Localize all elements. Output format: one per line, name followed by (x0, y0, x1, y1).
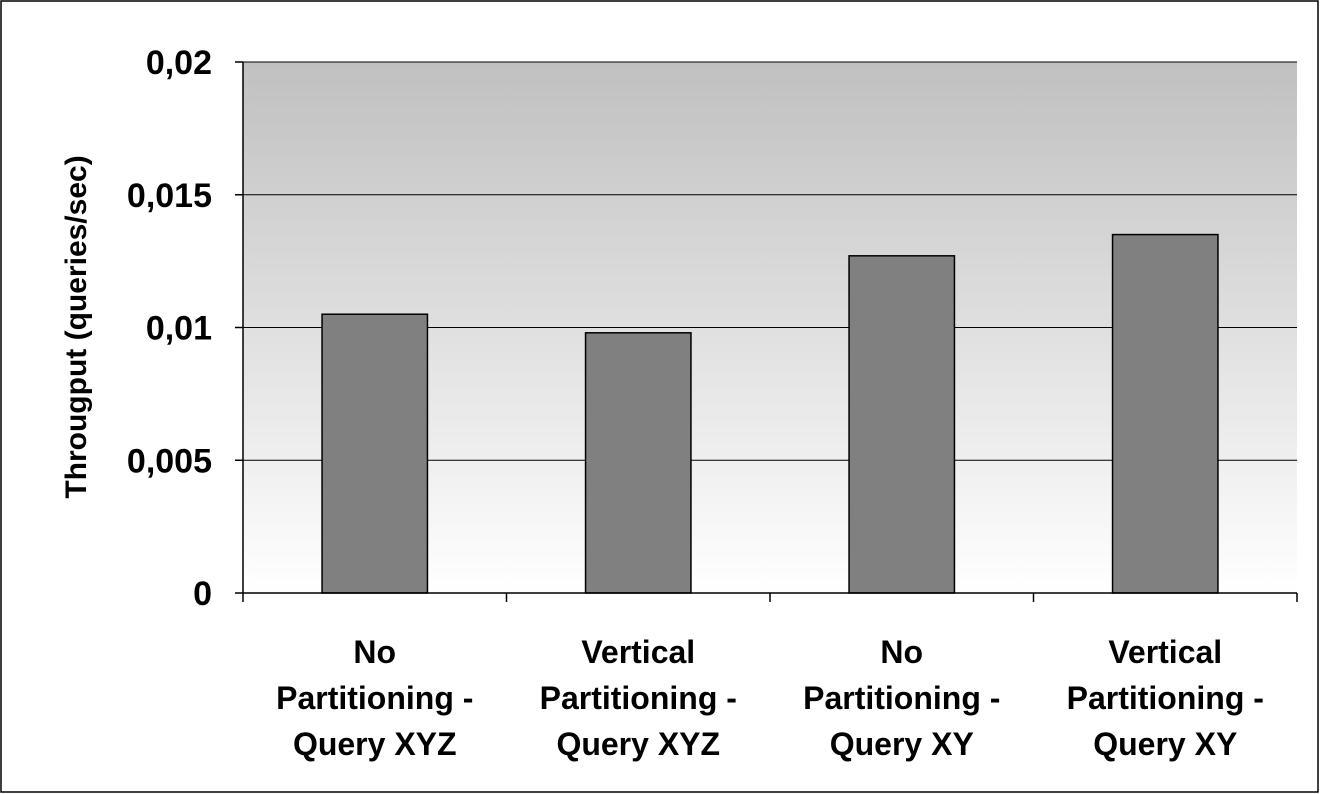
x-category-label: No Partitioning -Query XYZ (276, 634, 473, 762)
y-tick-label: 0,005 (127, 442, 212, 480)
y-tick-label: 0 (193, 575, 212, 613)
x-category-labels: No Partitioning -Query XYZ Vertical Partiti… (276, 634, 1264, 762)
bar (321, 313, 429, 594)
y-tick-labels: 0 0,005 0,01 0,015 0,02 (127, 44, 212, 613)
x-category-label: No Partitioning -Query XY (803, 634, 1000, 762)
bar (1111, 233, 1219, 594)
bar (584, 332, 692, 594)
bars (321, 233, 1219, 594)
axes (235, 61, 1298, 602)
y-tick-label: 0,02 (146, 44, 212, 82)
y-tick-label: 0,015 (127, 177, 212, 215)
y-tick-label: 0,01 (146, 310, 212, 348)
bar (848, 255, 956, 594)
x-category-label: Vertical Partitioning -Query XYZ (540, 634, 737, 762)
y-axis-title: Througput (queries/sec) (60, 155, 93, 498)
x-category-label: Vertical Partitioning -Query XY (1067, 634, 1264, 762)
